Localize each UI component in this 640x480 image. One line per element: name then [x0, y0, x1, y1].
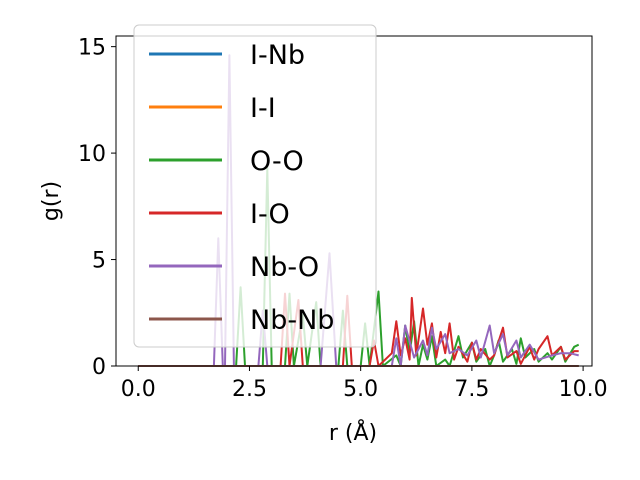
legend-label: Nb-Nb — [250, 305, 334, 336]
x-axis-label: r (Å) — [329, 419, 377, 446]
y-tick-label: 0 — [92, 355, 106, 380]
legend-label: Nb-O — [250, 252, 319, 283]
legend-box — [133, 24, 377, 348]
x-tick-label: 5.0 — [343, 377, 378, 402]
x-tick-label: 7.5 — [454, 377, 489, 402]
legend-label: I-Nb — [250, 40, 305, 71]
x-tick-label: 10.0 — [559, 377, 608, 402]
y-tick-label: 15 — [78, 36, 106, 61]
legend: I-Nb I-I O-O I-O Nb-O Nb-Nb — [133, 24, 377, 348]
legend-label: I-I — [250, 93, 276, 124]
y-tick-label: 5 — [92, 249, 106, 274]
y-axis-label: g(r) — [39, 181, 64, 221]
x-tick-label: 0.0 — [121, 377, 156, 402]
y-tick-label: 10 — [78, 142, 106, 167]
x-tick-label: 2.5 — [232, 377, 267, 402]
legend-label: I-O — [250, 199, 290, 230]
axis-ticks: 0.0 2.5 5.0 7.5 10.0 0 5 10 15 — [78, 36, 608, 402]
legend-label: O-O — [250, 146, 304, 177]
